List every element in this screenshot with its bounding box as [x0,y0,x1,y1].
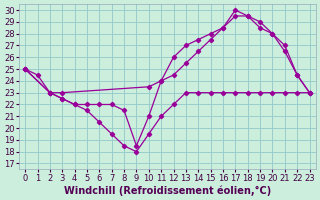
X-axis label: Windchill (Refroidissement éolien,°C): Windchill (Refroidissement éolien,°C) [64,185,271,196]
